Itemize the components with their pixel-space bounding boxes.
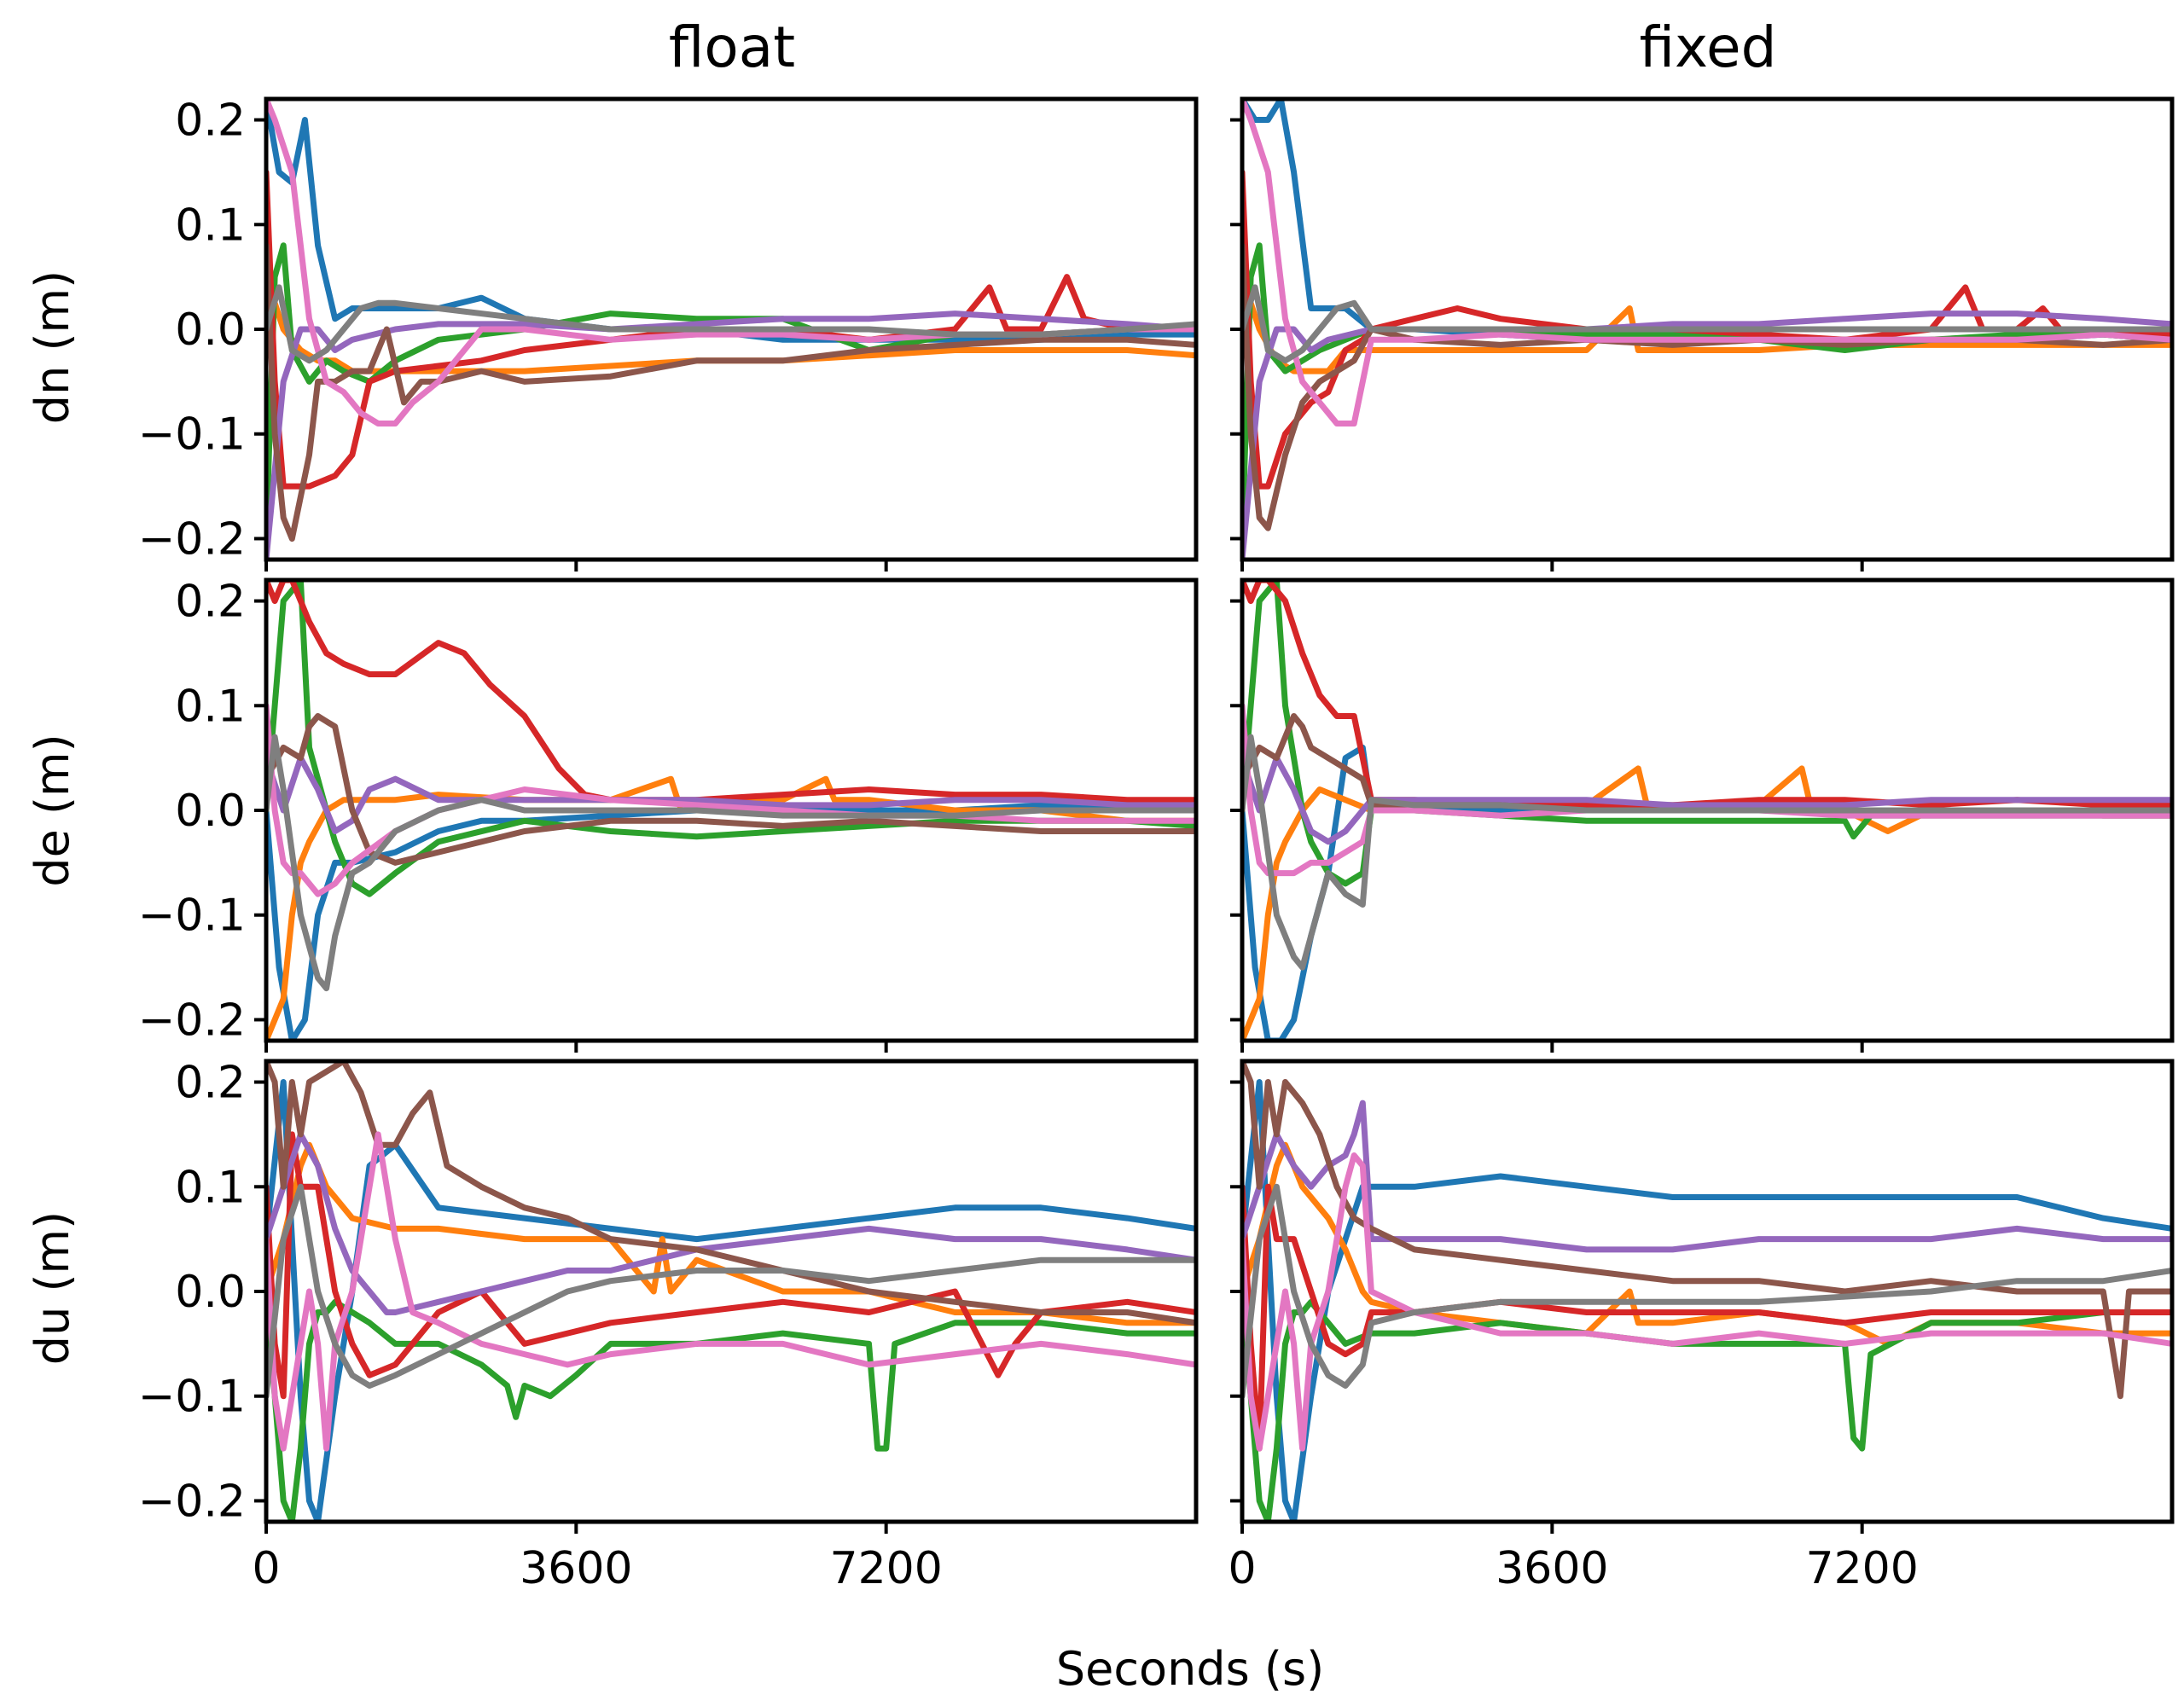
panel-r1c1 (1230, 577, 2175, 1053)
xlabel: Seconds (s) (1056, 1642, 1324, 1696)
panel-r0c0-lines (266, 99, 1196, 560)
panel-r2c1-series-8 (1242, 1183, 2172, 1400)
ylabel-du: du (m) (26, 1211, 79, 1365)
panel-r1c0-ytick-label: 0.1 (175, 681, 246, 732)
panel-r2c1-series-7 (1242, 1152, 2172, 1452)
panel-r2c0-series-5 (266, 1131, 1196, 1315)
panel-r1c1-series-5 (1242, 755, 2172, 845)
panel-r2c0-lines (266, 1061, 1196, 1522)
panel-r2c0-xtick-label: 3600 (520, 1543, 632, 1594)
panel-r1c0-ytick-label: −0.1 (138, 891, 246, 942)
panel-r0c0-ytick-label: −0.1 (138, 409, 246, 461)
panel-r1c0-series-5 (266, 755, 1196, 834)
column-title-fixed: fixed (1639, 15, 1776, 80)
panels: −0.2−0.10.00.10.2−0.2−0.10.00.10.2−0.2−0… (138, 96, 2175, 1594)
panel-r2c0-series-7 (266, 1131, 1196, 1452)
panel-r1c0-series-4 (266, 580, 1196, 804)
panel-r1c0-ytick-label: 0.0 (175, 786, 246, 837)
panel-r1c0-lines (266, 580, 1196, 1041)
panel-r0c0-series-8 (266, 284, 1196, 364)
panel-r2c0-xtick-label: 7200 (829, 1543, 942, 1594)
panel-r2c0-series-1 (266, 1079, 1196, 1522)
panel-r1c1-lines (1242, 580, 2172, 1041)
panel-r0c1 (1230, 96, 2175, 572)
panel-r2c0-xtick-label: 0 (252, 1543, 280, 1594)
column-title-float: float (669, 15, 795, 80)
panel-r1c0-series-6 (266, 713, 1196, 866)
panel-r2c1-lines (1242, 1061, 2172, 1522)
panel-r0c0-series-7 (266, 99, 1196, 426)
panel-r2c0-ytick-label: 0.1 (175, 1162, 246, 1213)
panel-r2c1-xtick-label: 3600 (1496, 1543, 1608, 1594)
panel-r2c0-ytick-label: 0.2 (175, 1058, 246, 1109)
panel-r2c0-ytick-label: −0.2 (138, 1476, 246, 1527)
panel-r0c0-ytick-label: 0.0 (175, 305, 246, 356)
panel-r2c0: −0.2 −0.1 0.0 0.1 0.2 0 3600 7200 (138, 1058, 1199, 1594)
panel-r0c0-series-1 (266, 99, 1196, 343)
panel-r0c0-ytick-label: −0.2 (138, 514, 246, 565)
panel-r1c0-ytick-label: 0.2 (175, 577, 246, 628)
panel-r1c0-series-8 (266, 734, 1196, 992)
panel-r2c1-xtick-label: 0 (1228, 1543, 1256, 1594)
panel-r2c1-series-3 (1242, 1288, 2172, 1522)
panel-r0c0: −0.2 −0.1 0.0 0.1 0.2 (138, 96, 1199, 572)
panel-r2c0-series-8 (266, 1183, 1196, 1400)
panel-r2c1-xtick-label: 7200 (1805, 1543, 1918, 1594)
panel-r0c0-ytick-label: 0.1 (175, 200, 246, 251)
panel-r2c0-series-4 (266, 1131, 1196, 1400)
panel-r0c1-series-8 (1242, 284, 2172, 364)
panel-r2c1-series-6 (1242, 1061, 2172, 1400)
panel-r0c0-series-6 (266, 242, 1196, 542)
panel-r1c1-series-2 (1242, 765, 2172, 1041)
panel-r2c1: 0 3600 7200 (1228, 1059, 2175, 1594)
panel-r2c0-series-6 (266, 1061, 1196, 1326)
panel-r2c1-series-1 (1242, 1079, 2172, 1522)
panel-r2c0-ytick-label: 0.0 (175, 1267, 246, 1318)
panel-r1c0: −0.2 −0.1 0.0 0.1 0.2 (138, 577, 1199, 1053)
panel-r1c1-series-8 (1242, 734, 2172, 971)
panel-r2c0-ytick-label: −0.1 (138, 1372, 246, 1423)
panel-r0c1-series-7 (1242, 99, 2172, 426)
panel-r0c0-ytick-label: 0.2 (175, 96, 246, 147)
panel-r1c0-ytick-label: −0.2 (138, 995, 246, 1046)
ylabel-de: de (m) (26, 734, 79, 886)
ylabel-dn: dn (m) (26, 270, 79, 424)
panel-r0c1-lines (1242, 99, 2172, 560)
